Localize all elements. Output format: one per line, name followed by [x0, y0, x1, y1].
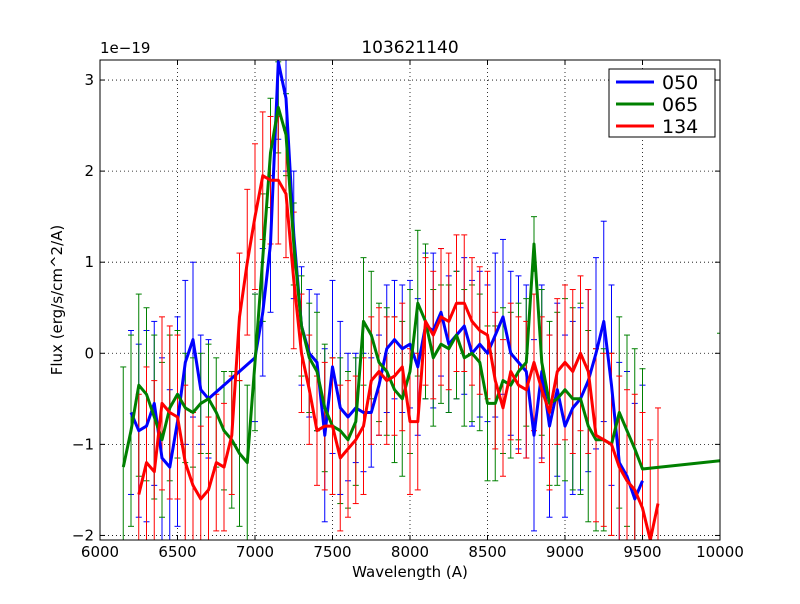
series-lines — [121, 60, 720, 540]
y-tick-label: −2 — [72, 526, 94, 544]
x-tick-label: 7500 — [313, 543, 351, 561]
series-line-050 — [129, 60, 644, 501]
x-axis-label: Wavelength (A) — [352, 563, 468, 581]
y-tick-label: 1 — [84, 253, 94, 271]
y-tick-label: 2 — [84, 162, 94, 180]
x-tick-label: 8500 — [468, 543, 506, 561]
x-tick-label: 6500 — [158, 543, 196, 561]
x-tick-label: 9500 — [623, 543, 661, 561]
legend-label-065: 065 — [662, 94, 698, 116]
y-tick-label: 0 — [84, 344, 94, 362]
legend-label-050: 050 — [662, 72, 698, 94]
series-line-134 — [137, 174, 660, 540]
y-axis-label: Flux (erg/s/cm^2/A) — [48, 225, 66, 376]
x-tick-label: 8000 — [391, 543, 429, 561]
y-tick-label: −1 — [72, 435, 94, 453]
x-tick-label: 9000 — [546, 543, 584, 561]
x-tick-label: 7000 — [236, 543, 274, 561]
chart-title: 103621140 — [361, 38, 458, 58]
y-tick-label: 3 — [84, 71, 94, 89]
ticks: 6000 6500 7000 7500 8000 8500 9000 9500 10000 −2 −… — [72, 60, 744, 561]
series-line-065 — [121, 105, 720, 471]
x-tick-label: 10000 — [696, 543, 744, 561]
y-offset-multiplier: 1e−19 — [100, 39, 150, 57]
x-tick-label: 6000 — [81, 543, 119, 561]
legend-label-134: 134 — [662, 116, 698, 138]
